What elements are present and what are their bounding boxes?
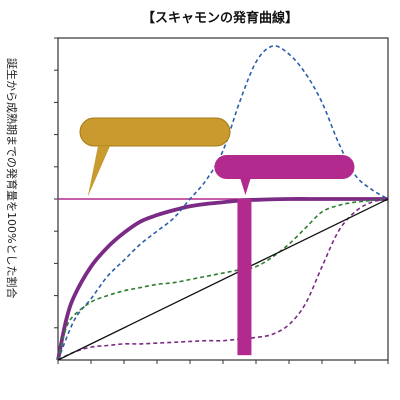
- golden-age-layer: [214, 155, 355, 356]
- golden-age-pointer: [240, 179, 251, 195]
- brain-nerve-pointer: [87, 146, 110, 197]
- series-line-4: [57, 198, 389, 361]
- y-axis-label-text: 誕生から成熟期までの発育量を100%とした割合: [5, 58, 19, 298]
- golden-age-bar: [237, 199, 252, 356]
- series-line-1: [57, 45, 389, 361]
- chart-title: 【スキャモンの発育曲線】: [142, 10, 298, 26]
- tick-layer: [54, 37, 389, 364]
- series-line-3: [57, 198, 389, 361]
- annotation-layer: [79, 117, 231, 197]
- series-layer: [56, 45, 389, 361]
- brain-nerve-label-box: [79, 117, 231, 147]
- golden-age-label-box: [214, 155, 355, 179]
- series-line-2: [57, 198, 389, 361]
- y-axis-label: 誕生から成熟期までの発育量を100%とした割合: [5, 58, 19, 298]
